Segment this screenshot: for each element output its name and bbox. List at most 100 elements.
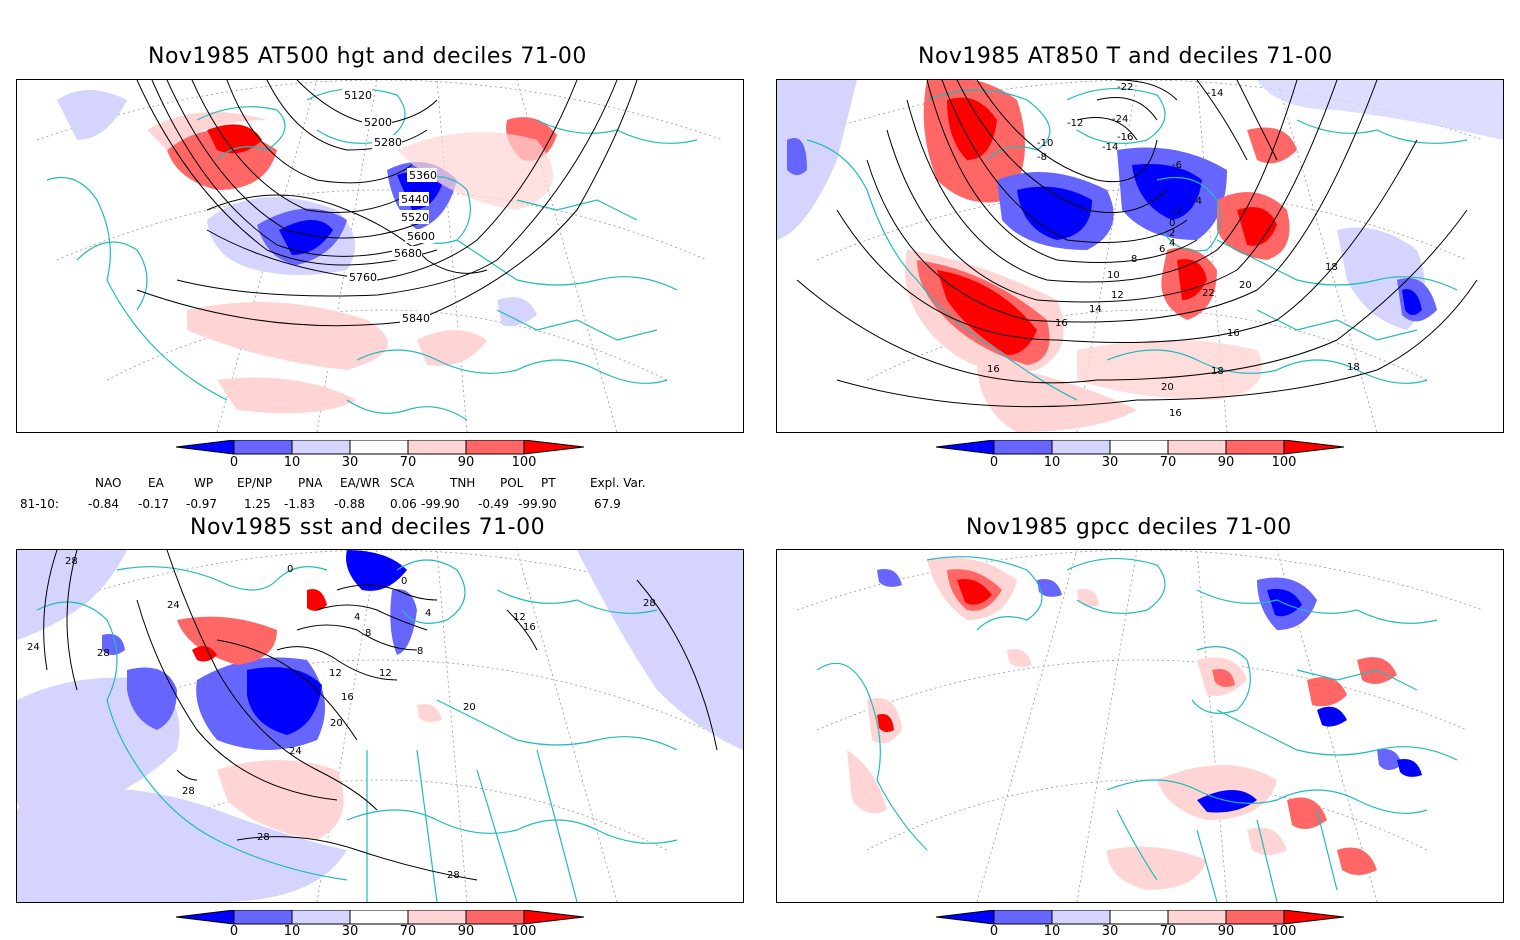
contour-label: 24 — [289, 746, 302, 757]
index-header: EA/WR — [340, 476, 381, 490]
contour-label: -2 — [1172, 206, 1182, 217]
colorbar-tick: 70 — [399, 455, 417, 470]
contour-label: 20 — [1161, 382, 1174, 393]
colorbar-tick: 90 — [457, 924, 475, 939]
contour-label: 5280 — [374, 136, 402, 149]
colorbar-tick: 90 — [457, 455, 475, 470]
contour-label: 20 — [1239, 280, 1252, 291]
contour-label: -14 — [1207, 88, 1223, 99]
contour-label: 6 — [1159, 244, 1165, 255]
contour-label: 14 — [1089, 304, 1102, 315]
contour-label: 24 — [27, 642, 40, 653]
index-value: -0.88 — [334, 497, 366, 511]
contour-label: 10 — [1107, 270, 1120, 281]
contour-label: 2 — [1169, 228, 1175, 239]
contour-label: -4 — [1192, 196, 1202, 207]
colorbar-sst: 0 10 30 70 90 100 — [175, 909, 586, 940]
colorbar-tick: 100 — [511, 455, 537, 470]
colorbar-tick: 30 — [341, 924, 359, 939]
colorbar-at500: 0 10 30 70 90 100 — [175, 439, 586, 476]
contour-label: 4 — [1169, 238, 1175, 249]
contour-label: 28 — [65, 556, 78, 567]
index-header: PNA — [298, 476, 323, 490]
contour-label: 12 — [329, 668, 342, 679]
contour-label: 12 — [379, 668, 392, 679]
colorbar-svg — [935, 439, 1345, 455]
colorbar-tick: 30 — [341, 455, 359, 470]
contour-label: 12 — [1111, 290, 1124, 301]
contour-label: 12 — [513, 612, 526, 623]
index-header: TNH — [450, 476, 476, 490]
contour-label: 18 — [1347, 362, 1360, 373]
colorbar-tick: 100 — [511, 924, 537, 939]
map-at850-svg: -22 -14 -12 -10 -8 -24 -16 -14 -6 -4 -2 … — [777, 80, 1503, 432]
contour-label: 5200 — [364, 116, 392, 129]
map-sst: 28 24 24 28 0 0 4 8 12 12 16 20 20 24 28… — [16, 549, 744, 903]
map-at500: 5120 5200 5280 5360 5440 5520 5600 5680 … — [16, 79, 744, 433]
contour-label: 8 — [1131, 254, 1137, 265]
colorbar-tick: 90 — [1217, 455, 1235, 470]
index-value: 1.25 — [244, 497, 271, 511]
contour-label: -10 — [1037, 138, 1053, 149]
contour-label: -24 — [1112, 114, 1128, 125]
index-header: SCA — [390, 476, 415, 490]
contour-label: -14 — [1102, 142, 1118, 153]
contour-label: 5120 — [344, 89, 372, 102]
contour-label: 16 — [987, 364, 1000, 375]
contour-label: 16 — [1055, 318, 1068, 329]
index-value: -99.90 — [518, 497, 557, 511]
index-value: 0.06 — [390, 497, 417, 511]
contour-label: 5600 — [407, 230, 435, 243]
map-gpcc-svg — [796, 550, 1484, 902]
index-value: -0.49 — [478, 497, 510, 511]
colorbar-at850: 0 10 30 70 90 100 — [935, 439, 1346, 476]
contour-label: 0 — [287, 564, 293, 575]
contour-label: 16 — [1227, 328, 1240, 339]
contour-label: 20 — [463, 702, 476, 713]
index-header: NAO — [95, 476, 122, 490]
contour-label: 4 — [425, 608, 431, 619]
contour-label: 5840 — [402, 312, 430, 325]
contour-label: 4 — [354, 612, 360, 623]
contour-label: 5760 — [349, 271, 377, 284]
contour-label: 18 — [1211, 366, 1224, 377]
contour-label: 16 — [1169, 408, 1182, 419]
contour-label: -22 — [1117, 82, 1133, 93]
colorbar-tick: 30 — [1101, 924, 1119, 939]
map-gpcc — [776, 549, 1504, 903]
panel-title-gpcc: Nov1985 gpcc deciles 71-00 — [966, 515, 1292, 540]
colorbar-tick: 100 — [1271, 924, 1297, 939]
contour-label: 5440 — [401, 193, 429, 206]
colorbar-tick: 70 — [1159, 455, 1177, 470]
colorbar-gpcc: 0 10 30 70 90 100 — [935, 909, 1346, 940]
colorbar-tick: 0 — [989, 455, 999, 470]
colorbar-svg — [175, 909, 585, 925]
index-row-label: 81-10: — [20, 497, 59, 511]
colorbar-tick: 10 — [1043, 455, 1061, 470]
panel-title-at500: Nov1985 AT500 hgt and deciles 71-00 — [148, 44, 587, 69]
contour-label: 0 — [1169, 218, 1175, 229]
colorbar-tick: 70 — [399, 924, 417, 939]
contour-label: 5360 — [409, 169, 437, 182]
contour-label: 28 — [257, 832, 270, 843]
contour-label: -8 — [1037, 152, 1047, 163]
contour-label: 16 — [341, 692, 354, 703]
contour-label: 0 — [401, 576, 407, 587]
contour-label: 28 — [97, 648, 110, 659]
index-header: EA — [148, 476, 164, 490]
contour-label: 5520 — [401, 211, 429, 224]
contour-label: -12 — [1067, 118, 1083, 129]
index-value: 67.9 — [594, 497, 621, 511]
index-value: -1.83 — [284, 497, 316, 511]
colorbar-tick: 100 — [1271, 455, 1297, 470]
contour-label: 16 — [523, 622, 536, 633]
colorbar-svg — [935, 909, 1345, 925]
panel-title-sst: Nov1985 sst and deciles 71-00 — [190, 515, 546, 540]
panel-title-at850: Nov1985 AT850 T and deciles 71-00 — [918, 44, 1333, 69]
index-value: -99.90 — [421, 497, 460, 511]
contour-label: -16 — [1117, 132, 1133, 143]
colorbar-tick: 70 — [1159, 924, 1177, 939]
contour-label: 8 — [417, 646, 423, 657]
colorbar-tick: 90 — [1217, 924, 1235, 939]
index-header: WP — [194, 476, 214, 490]
